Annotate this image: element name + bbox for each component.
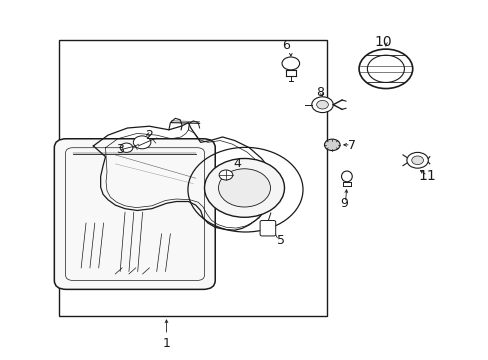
Text: 8: 8 <box>315 86 324 99</box>
Circle shape <box>358 49 412 89</box>
Text: 9: 9 <box>340 197 347 210</box>
Circle shape <box>218 169 270 207</box>
Text: 11: 11 <box>418 170 435 183</box>
Text: 4: 4 <box>233 157 241 170</box>
Circle shape <box>366 55 404 82</box>
Circle shape <box>219 170 232 180</box>
Text: 3: 3 <box>116 143 124 156</box>
Text: 5: 5 <box>277 234 285 247</box>
Circle shape <box>120 143 133 152</box>
Circle shape <box>316 100 328 109</box>
Circle shape <box>282 57 299 70</box>
Text: 10: 10 <box>374 35 391 49</box>
Text: 2: 2 <box>145 129 153 142</box>
FancyBboxPatch shape <box>260 221 275 236</box>
Text: 7: 7 <box>347 139 355 152</box>
Circle shape <box>133 136 151 149</box>
Circle shape <box>204 158 284 217</box>
Ellipse shape <box>341 171 351 182</box>
Bar <box>59 40 327 316</box>
Text: 1: 1 <box>162 337 170 350</box>
FancyBboxPatch shape <box>54 139 215 289</box>
Circle shape <box>311 97 332 113</box>
Text: 6: 6 <box>282 39 289 52</box>
Circle shape <box>406 152 427 168</box>
Circle shape <box>411 156 423 165</box>
Circle shape <box>324 139 339 150</box>
